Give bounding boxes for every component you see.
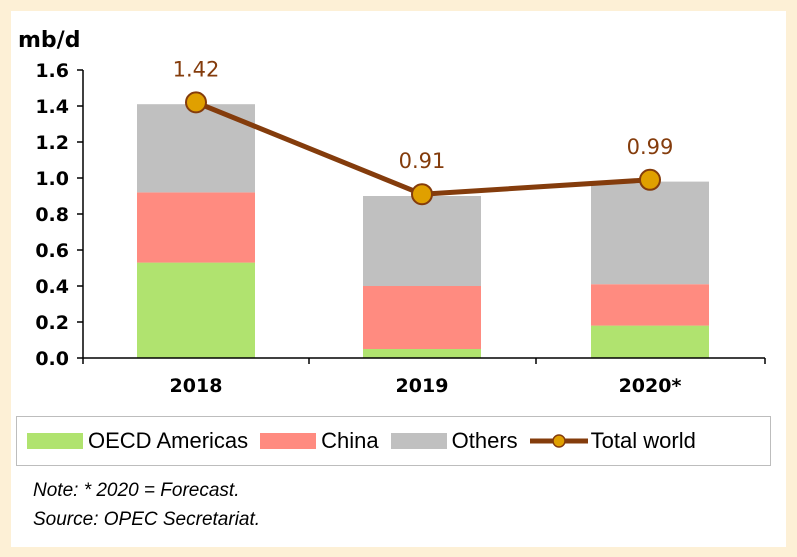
bar-oecd-americas [363,349,481,358]
legend-item-oecd-americas: OECD Americas [27,428,248,454]
y-tick-label: 0.2 [35,312,69,334]
legend-label: China [321,428,379,453]
legend-swatch [260,433,317,449]
x-tick-label: 2020* [619,375,682,397]
total-world-marker [639,168,661,191]
data-label: 1.42 [173,57,220,81]
y-tick-label: 1.6 [35,60,69,82]
legend-swatch [27,433,83,449]
note-source: Source: OPEC Secretariat. [33,509,261,530]
y-axis-label: mb/d [18,28,80,53]
bar-oecd-americas [137,262,255,358]
y-tick-label: 0.8 [35,204,69,226]
bar-others [363,196,481,286]
data-label: 0.91 [399,149,446,173]
data-label: 0.99 [627,135,674,159]
legend-label: Others [451,428,518,453]
y-tick-label: 0.6 [35,240,69,262]
legend: OECD Americas China Others Total world [16,416,771,466]
legend-swatch [390,433,447,449]
bar-china [137,192,255,263]
y-tick-label: 1.0 [35,168,69,190]
legend-label: Total world [590,428,696,453]
legend-item-total-world: Total world [529,428,696,454]
note-forecast: Note: * 2020 = Forecast. [33,480,240,501]
bar-oecd-americas [591,325,709,358]
x-tick-label: 2019 [396,375,449,397]
y-tick-label: 1.4 [35,96,69,118]
total-world-marker [411,183,433,206]
y-tick-label: 0.0 [35,348,69,370]
legend-label: OECD Americas [88,428,249,453]
x-tick-label: 2018 [170,375,223,397]
y-tick-label: 1.2 [35,132,69,154]
y-tick-label: 0.4 [35,276,69,298]
legend-line-marker-icon [529,434,588,448]
legend-item-others: Others [390,428,518,454]
bar-china [363,286,481,349]
chart: mb/d 2018 2019 2020* 0.0 0.2 0.4 0.6 0.8 1.0 1.2 1.… [18,28,766,397]
bar-others [591,181,709,285]
legend-item-china: China [260,428,379,454]
total-world-marker [185,91,207,114]
bar-china [591,284,709,326]
